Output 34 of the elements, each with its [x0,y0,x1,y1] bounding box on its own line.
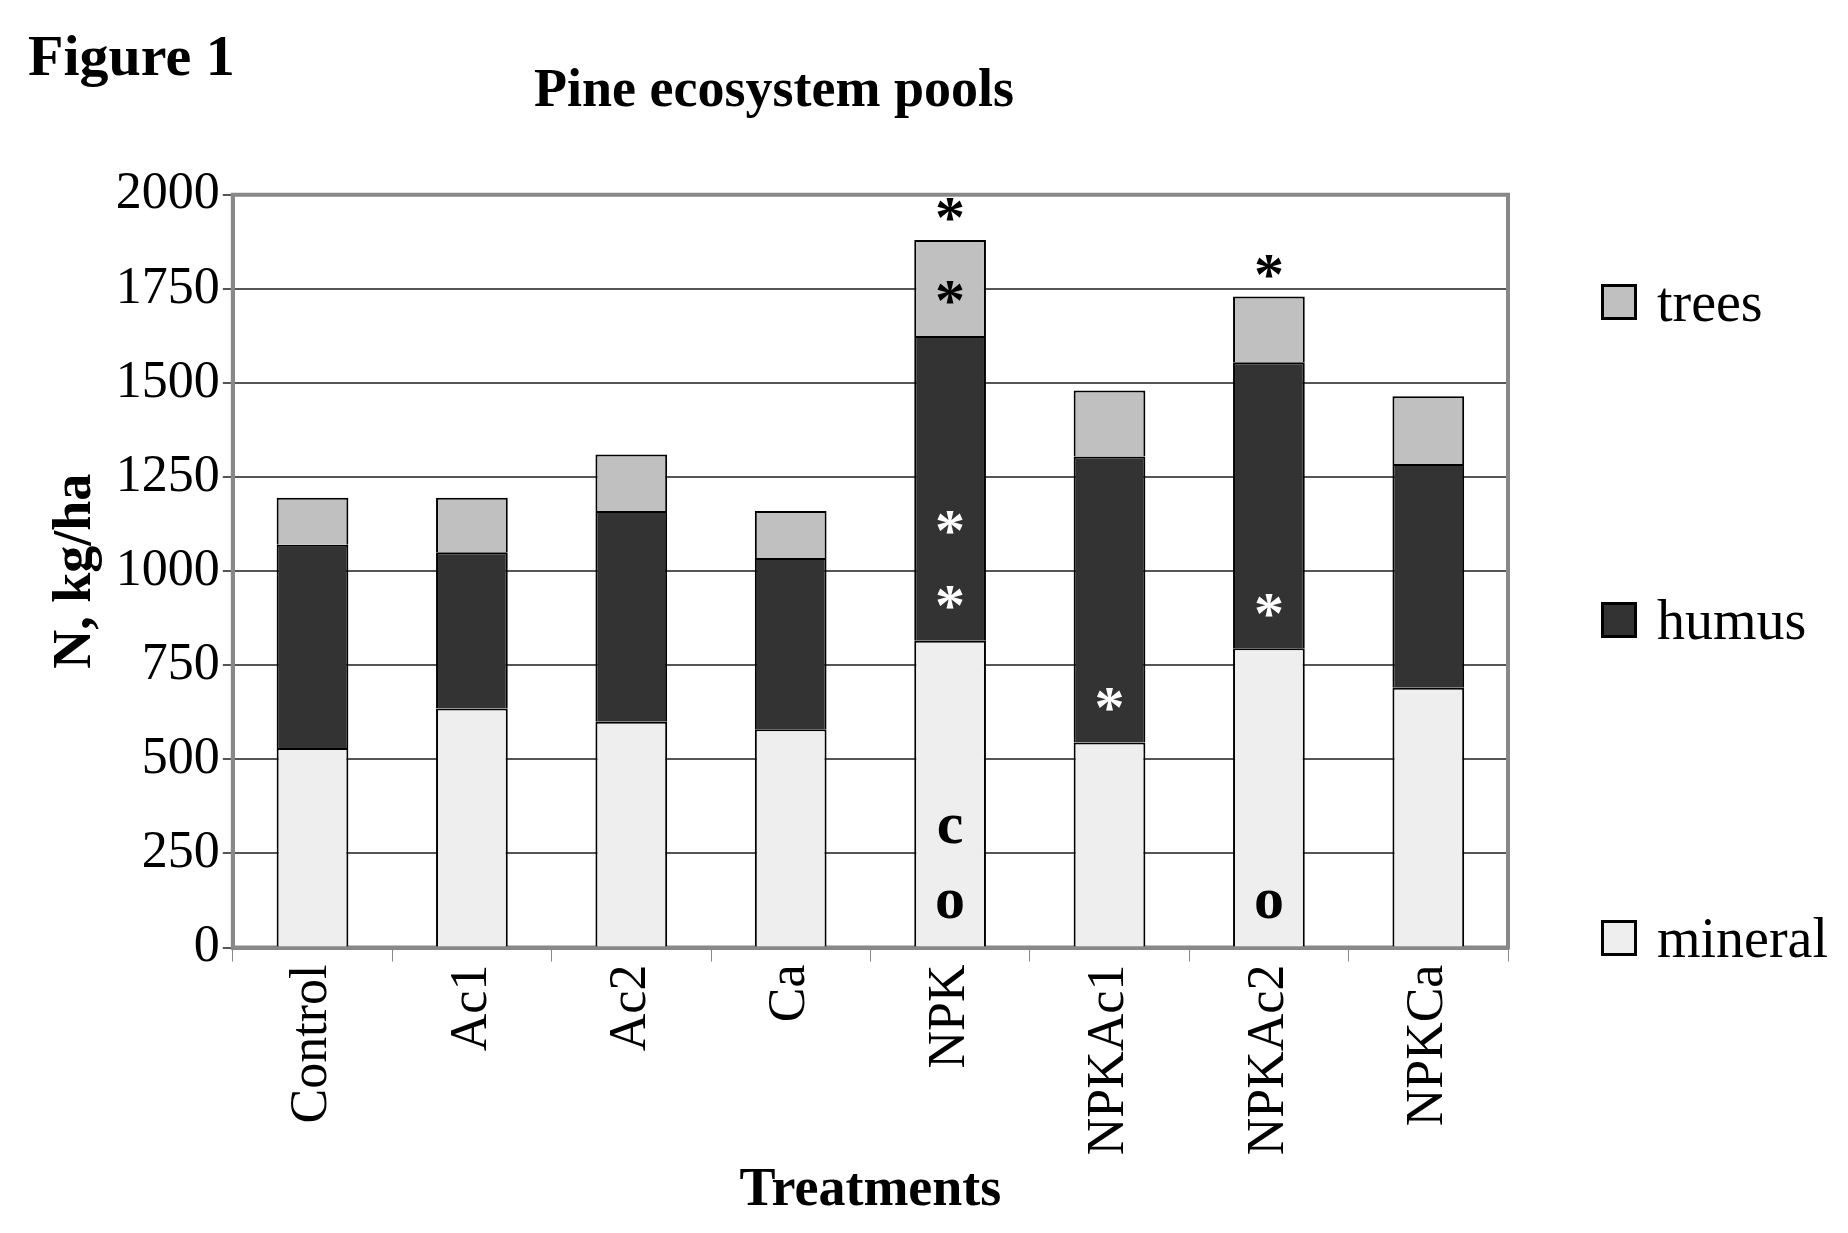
annotation: * [1253,240,1284,307]
annotation: * [935,267,966,334]
y-tick-label: 1750 [115,256,220,314]
annotation: * [1253,579,1284,646]
x-tick-label: NPKAc2 [1236,964,1294,1156]
caption: Figure 1 [28,22,235,89]
annotation: * [1094,673,1125,740]
annotation: o [935,865,966,932]
y-tick-label: 0 [193,915,220,973]
annotation: o [1253,865,1284,932]
x-tick-label: Ca [758,964,816,1023]
annotation: * [935,497,966,564]
annotation: c [936,790,964,857]
x-tick-label: NPKCa [1395,964,1453,1127]
y-tick-label: 1500 [115,350,220,408]
x-tick-label: Ac2 [598,964,656,1052]
y-tick-label: 250 [141,821,220,879]
y-tick-label: 1250 [115,444,220,502]
y-tick-label: 1000 [115,538,220,596]
y-axis-title: N, kg/ha [42,473,103,669]
legend-label: humus [1656,588,1807,652]
chart-title: Pine ecosystem pools [534,58,1014,119]
x-tick-label: Control [280,964,338,1124]
annotation: * [935,572,966,639]
x-tick-label: NPK [917,964,975,1069]
y-tick-label: 750 [141,632,220,690]
legend-label: trees [1656,270,1763,334]
y-tick-label: 2000 [115,162,220,220]
annotation: * [935,184,966,251]
x-tick-label: NPKAc1 [1077,964,1135,1156]
x-tick-label: Ac1 [439,964,497,1052]
x-axis-title: Treatments [739,1156,1002,1217]
y-tick-label: 500 [141,727,220,785]
legend-label: mineral [1656,906,1828,970]
